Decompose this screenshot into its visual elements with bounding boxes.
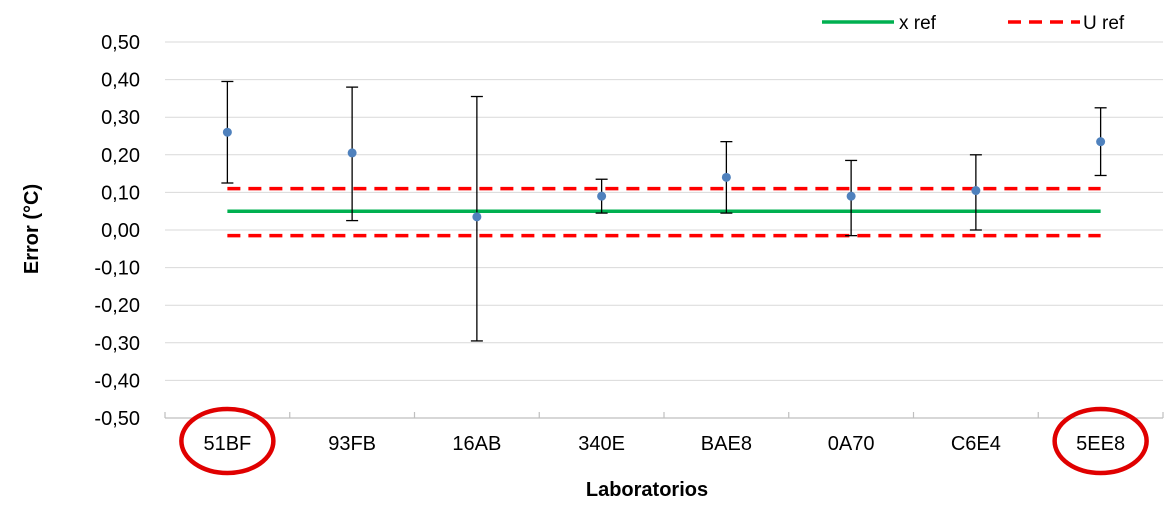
data-points <box>222 127 1106 222</box>
x-tick-labels: 51BF 93FB 16AB 340E BAE8 0A70 C6E4 5EE8 <box>203 433 1125 455</box>
reference-lines <box>227 186 1101 238</box>
x-tick-label: 0A70 <box>828 433 875 455</box>
y-tick-label: 0,40 <box>101 70 140 92</box>
y-tick-label: -0,20 <box>94 295 140 317</box>
y-tick-label: -0,40 <box>94 370 140 392</box>
x-tick-label: C6E4 <box>951 433 1001 455</box>
legend: x ref U ref <box>822 13 1125 34</box>
data-point <box>347 148 357 158</box>
data-point <box>846 191 856 201</box>
y-tick-label: 0,30 <box>101 107 140 129</box>
y-tick-label: 0,50 <box>101 32 140 54</box>
y-tick-label: 0,10 <box>101 182 140 204</box>
x-tick-label: 51BF <box>203 433 251 455</box>
highlight-circles <box>179 406 1149 476</box>
y-tick-label: -0,30 <box>94 333 140 355</box>
y-tick-label: 0,00 <box>101 220 140 242</box>
x-axis-title: Laboratorios <box>586 479 708 501</box>
y-axis-title: Error (°C) <box>21 184 43 274</box>
x-tick-label: 93FB <box>328 433 376 455</box>
data-point <box>597 191 607 201</box>
data-point <box>971 186 981 196</box>
legend-label-x-ref: x ref <box>899 13 937 34</box>
x-tick-label: 340E <box>578 433 625 455</box>
y-tick-label: 0,20 <box>101 145 140 167</box>
x-tick-label: BAE8 <box>701 433 752 455</box>
x-axis <box>164 412 1164 419</box>
legend-label-u-ref: U ref <box>1083 13 1125 34</box>
y-tick-label: -0,50 <box>94 408 140 430</box>
highlight-circle <box>179 406 276 476</box>
highlight-circle <box>1052 406 1149 476</box>
data-point <box>472 212 482 222</box>
data-point <box>222 127 232 137</box>
x-tick-label: 5EE8 <box>1076 433 1125 455</box>
y-tick-label: -0,10 <box>94 258 140 280</box>
x-tick-label: 16AB <box>452 433 501 455</box>
data-point <box>1096 137 1106 147</box>
data-point <box>721 172 731 182</box>
grid-lines <box>165 41 1163 381</box>
y-tick-labels: 0,50 0,40 0,30 0,20 0,10 0,00 -0,10 -0,20 -0,30 -… <box>94 32 140 430</box>
